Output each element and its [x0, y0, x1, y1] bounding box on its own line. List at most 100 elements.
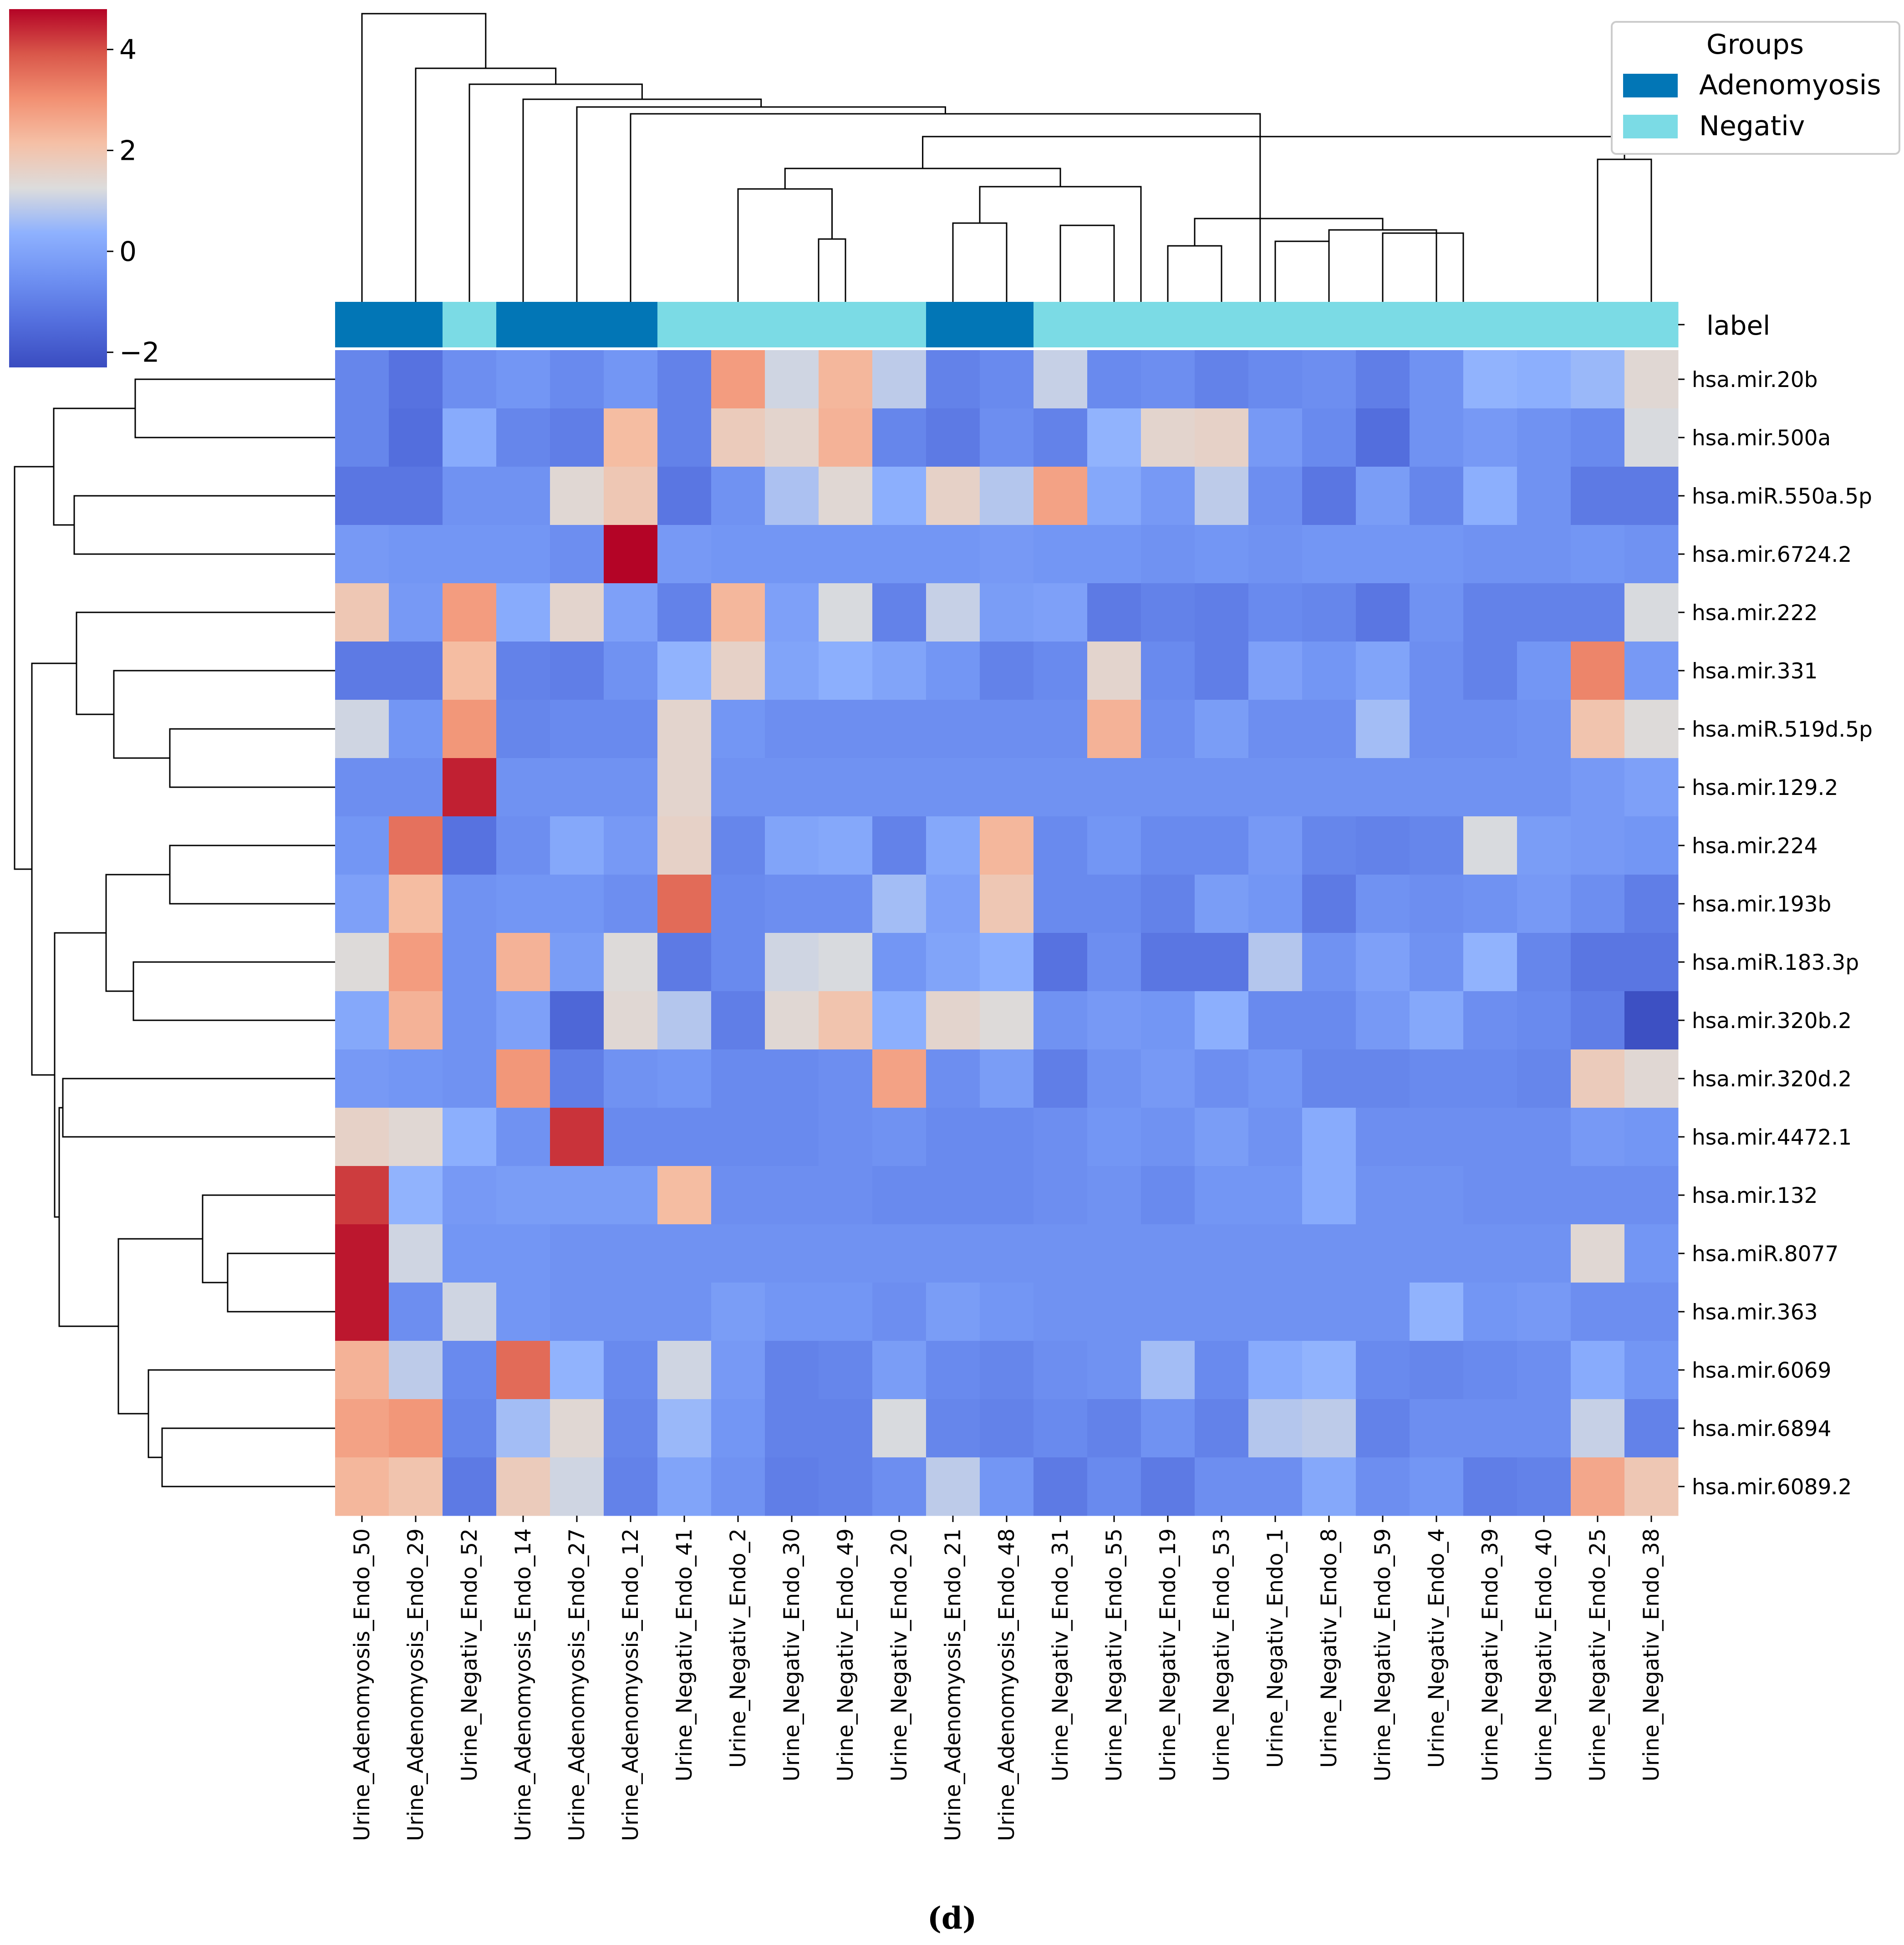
heatmap-cell — [1463, 525, 1517, 584]
heatmap-cell — [765, 408, 819, 467]
heatmap-cell — [657, 875, 712, 933]
heatmap-cell — [1356, 700, 1410, 759]
heatmap-cell — [1033, 1166, 1088, 1225]
heatmap-cell — [657, 700, 712, 759]
heatmap-cell — [872, 1399, 927, 1458]
heatmap-cell — [1463, 467, 1517, 525]
row-dendrogram-link — [169, 728, 335, 788]
heatmap-cell — [1302, 408, 1356, 467]
figure-caption: (d) — [927, 1900, 977, 1936]
group-cell — [872, 302, 927, 347]
heatmap-cell — [1141, 700, 1195, 759]
heatmap-cell — [1248, 875, 1303, 933]
heatmap-cell — [1195, 1457, 1249, 1516]
heatmap-cell — [604, 1166, 658, 1225]
heatmap-cell — [604, 1341, 658, 1400]
heatmap-cell — [819, 408, 873, 467]
heatmap-cell — [1033, 1341, 1088, 1400]
heatmap-cell — [980, 1399, 1034, 1458]
heatmap-cell — [335, 583, 389, 642]
row-dendrogram-link — [76, 611, 335, 715]
heatmap-cell — [657, 933, 712, 992]
row-label: hsa.mir.320b.2 — [1692, 1008, 1852, 1034]
heatmap-cell — [335, 642, 389, 700]
heatmap-cell — [926, 1341, 980, 1400]
column-labels: Urine_Adenomyosis_Endo_50 Urine_Adenomyos… — [350, 1516, 1664, 1841]
heatmap-cell — [1517, 350, 1571, 409]
heatmap-cell — [980, 1224, 1034, 1283]
heatmap-cell — [550, 933, 604, 992]
heatmap-cell — [443, 816, 497, 875]
legend-label-adenomyosis: Adenomyosis — [1699, 69, 1881, 101]
legend-swatch-negativ — [1623, 115, 1678, 138]
heatmap-cell — [1141, 1108, 1195, 1166]
heatmap-cell — [819, 525, 873, 584]
heatmap-cell — [443, 991, 497, 1050]
column-label: Urine_Adenomyosis_Endo_50 — [350, 1528, 375, 1841]
heatmap-cell — [1463, 1457, 1517, 1516]
heatmap-cell — [1248, 758, 1303, 817]
heatmap-cell — [496, 525, 550, 584]
heatmap-cell — [657, 1224, 712, 1283]
heatmap-cell — [926, 1457, 980, 1516]
heatmap-cell — [819, 758, 873, 817]
heatmap-cell — [1302, 1457, 1356, 1516]
heatmap-cell — [1141, 1399, 1195, 1458]
heatmap-cell — [1033, 1283, 1088, 1341]
heatmap-cell — [1248, 583, 1303, 642]
heatmap-cell — [1517, 525, 1571, 584]
heatmap-cell — [711, 700, 765, 759]
group-cell — [1410, 302, 1464, 347]
heatmap-cell — [550, 1283, 604, 1341]
column-dendrogram-link — [1274, 240, 1330, 302]
heatmap-cell — [443, 408, 497, 467]
heatmap-cell — [1195, 467, 1249, 525]
heatmap-cell — [765, 642, 819, 700]
heatmap-cell — [1571, 933, 1625, 992]
heatmap-cell — [657, 642, 712, 700]
heatmap-cell — [926, 642, 980, 700]
heatmap-cell — [496, 700, 550, 759]
heatmap-cell — [1302, 350, 1356, 409]
heatmap-cell — [550, 467, 604, 525]
heatmap-cell — [1410, 1341, 1464, 1400]
heatmap-cell — [819, 467, 873, 525]
heatmap-cell — [1624, 1457, 1679, 1516]
heatmap-cell — [496, 1166, 550, 1225]
heatmap-cell — [819, 991, 873, 1050]
heatmap-cell — [872, 991, 927, 1050]
row-dendrogram-link — [134, 378, 335, 438]
heatmap-cell — [389, 1108, 443, 1166]
heatmap-cell — [926, 700, 980, 759]
heatmap-cell — [604, 1049, 658, 1108]
row-label: hsa.mir.363 — [1692, 1300, 1818, 1325]
heatmap-cell — [335, 816, 389, 875]
row-label: hsa.mir.222 — [1692, 601, 1818, 626]
heatmap-cell — [335, 1166, 389, 1225]
heatmap-cell — [1517, 1224, 1571, 1283]
heatmap-cell — [1087, 933, 1141, 992]
heatmap-cell — [1248, 525, 1303, 584]
heatmap-cell — [443, 642, 497, 700]
heatmap-cell — [1033, 1224, 1088, 1283]
heatmap-cell — [1141, 642, 1195, 700]
heatmap-cell — [1087, 991, 1141, 1050]
heatmap-cell — [1141, 467, 1195, 525]
heatmap-cell — [604, 991, 658, 1050]
heatmap-cell — [657, 1049, 712, 1108]
heatmap-cell — [1087, 758, 1141, 817]
heatmap-cell — [1356, 350, 1410, 409]
heatmap-cell — [819, 1341, 873, 1400]
heatmap-cell — [819, 350, 873, 409]
heatmap-cell — [1624, 1224, 1679, 1283]
heatmap-cell — [926, 816, 980, 875]
heatmap-cell — [926, 875, 980, 933]
column-dendrogram-link — [630, 113, 1261, 302]
heatmap-cell — [1195, 700, 1249, 759]
heatmap-cell — [1571, 467, 1625, 525]
group-cell — [389, 302, 443, 347]
heatmap-cell — [604, 525, 658, 584]
colorbar-tick-label: 2 — [119, 135, 137, 167]
heatmap-cell — [1141, 991, 1195, 1050]
heatmap-cell — [1571, 758, 1625, 817]
